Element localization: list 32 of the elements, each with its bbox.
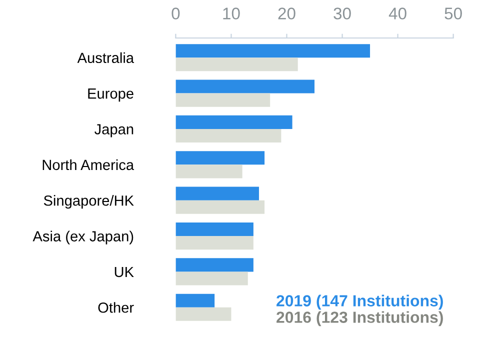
text: 2016 (123 Institutions) <box>276 311 443 326</box>
x-tick-label: 10 <box>223 8 240 20</box>
y-tick-label: Europe <box>88 88 134 102</box>
bar <box>176 294 215 308</box>
bar <box>176 80 314 94</box>
y-tick-label: UK <box>114 266 134 278</box>
bar <box>176 128 282 143</box>
text: 2019 (147 Institutions) <box>276 294 443 310</box>
bar <box>176 93 270 107</box>
bar <box>176 186 259 200</box>
bar <box>176 151 265 165</box>
bar <box>176 44 370 58</box>
x-tick-label: 40 <box>388 8 406 20</box>
x-tick-label: 0 <box>172 8 180 20</box>
bar <box>176 164 242 178</box>
y-tick-label: Singapore/HK <box>44 195 134 209</box>
bar <box>176 58 298 72</box>
y-tick-label: Japan <box>94 124 134 138</box>
bar <box>176 115 292 129</box>
x-tick-label: 20 <box>278 8 296 20</box>
bar <box>176 307 232 321</box>
bar <box>176 258 254 272</box>
y-tick-label: Australia <box>77 52 134 64</box>
bar <box>176 222 254 236</box>
y-tick-label: Asia (ex Japan) <box>32 230 134 244</box>
bar <box>176 236 254 250</box>
y-tick-label: Other <box>98 302 134 313</box>
x-tick-label: 50 <box>444 8 462 20</box>
bar <box>176 272 248 286</box>
x-tick-label: 30 <box>334 8 351 20</box>
bar <box>176 200 265 214</box>
y-tick-label: North America <box>42 159 134 170</box>
